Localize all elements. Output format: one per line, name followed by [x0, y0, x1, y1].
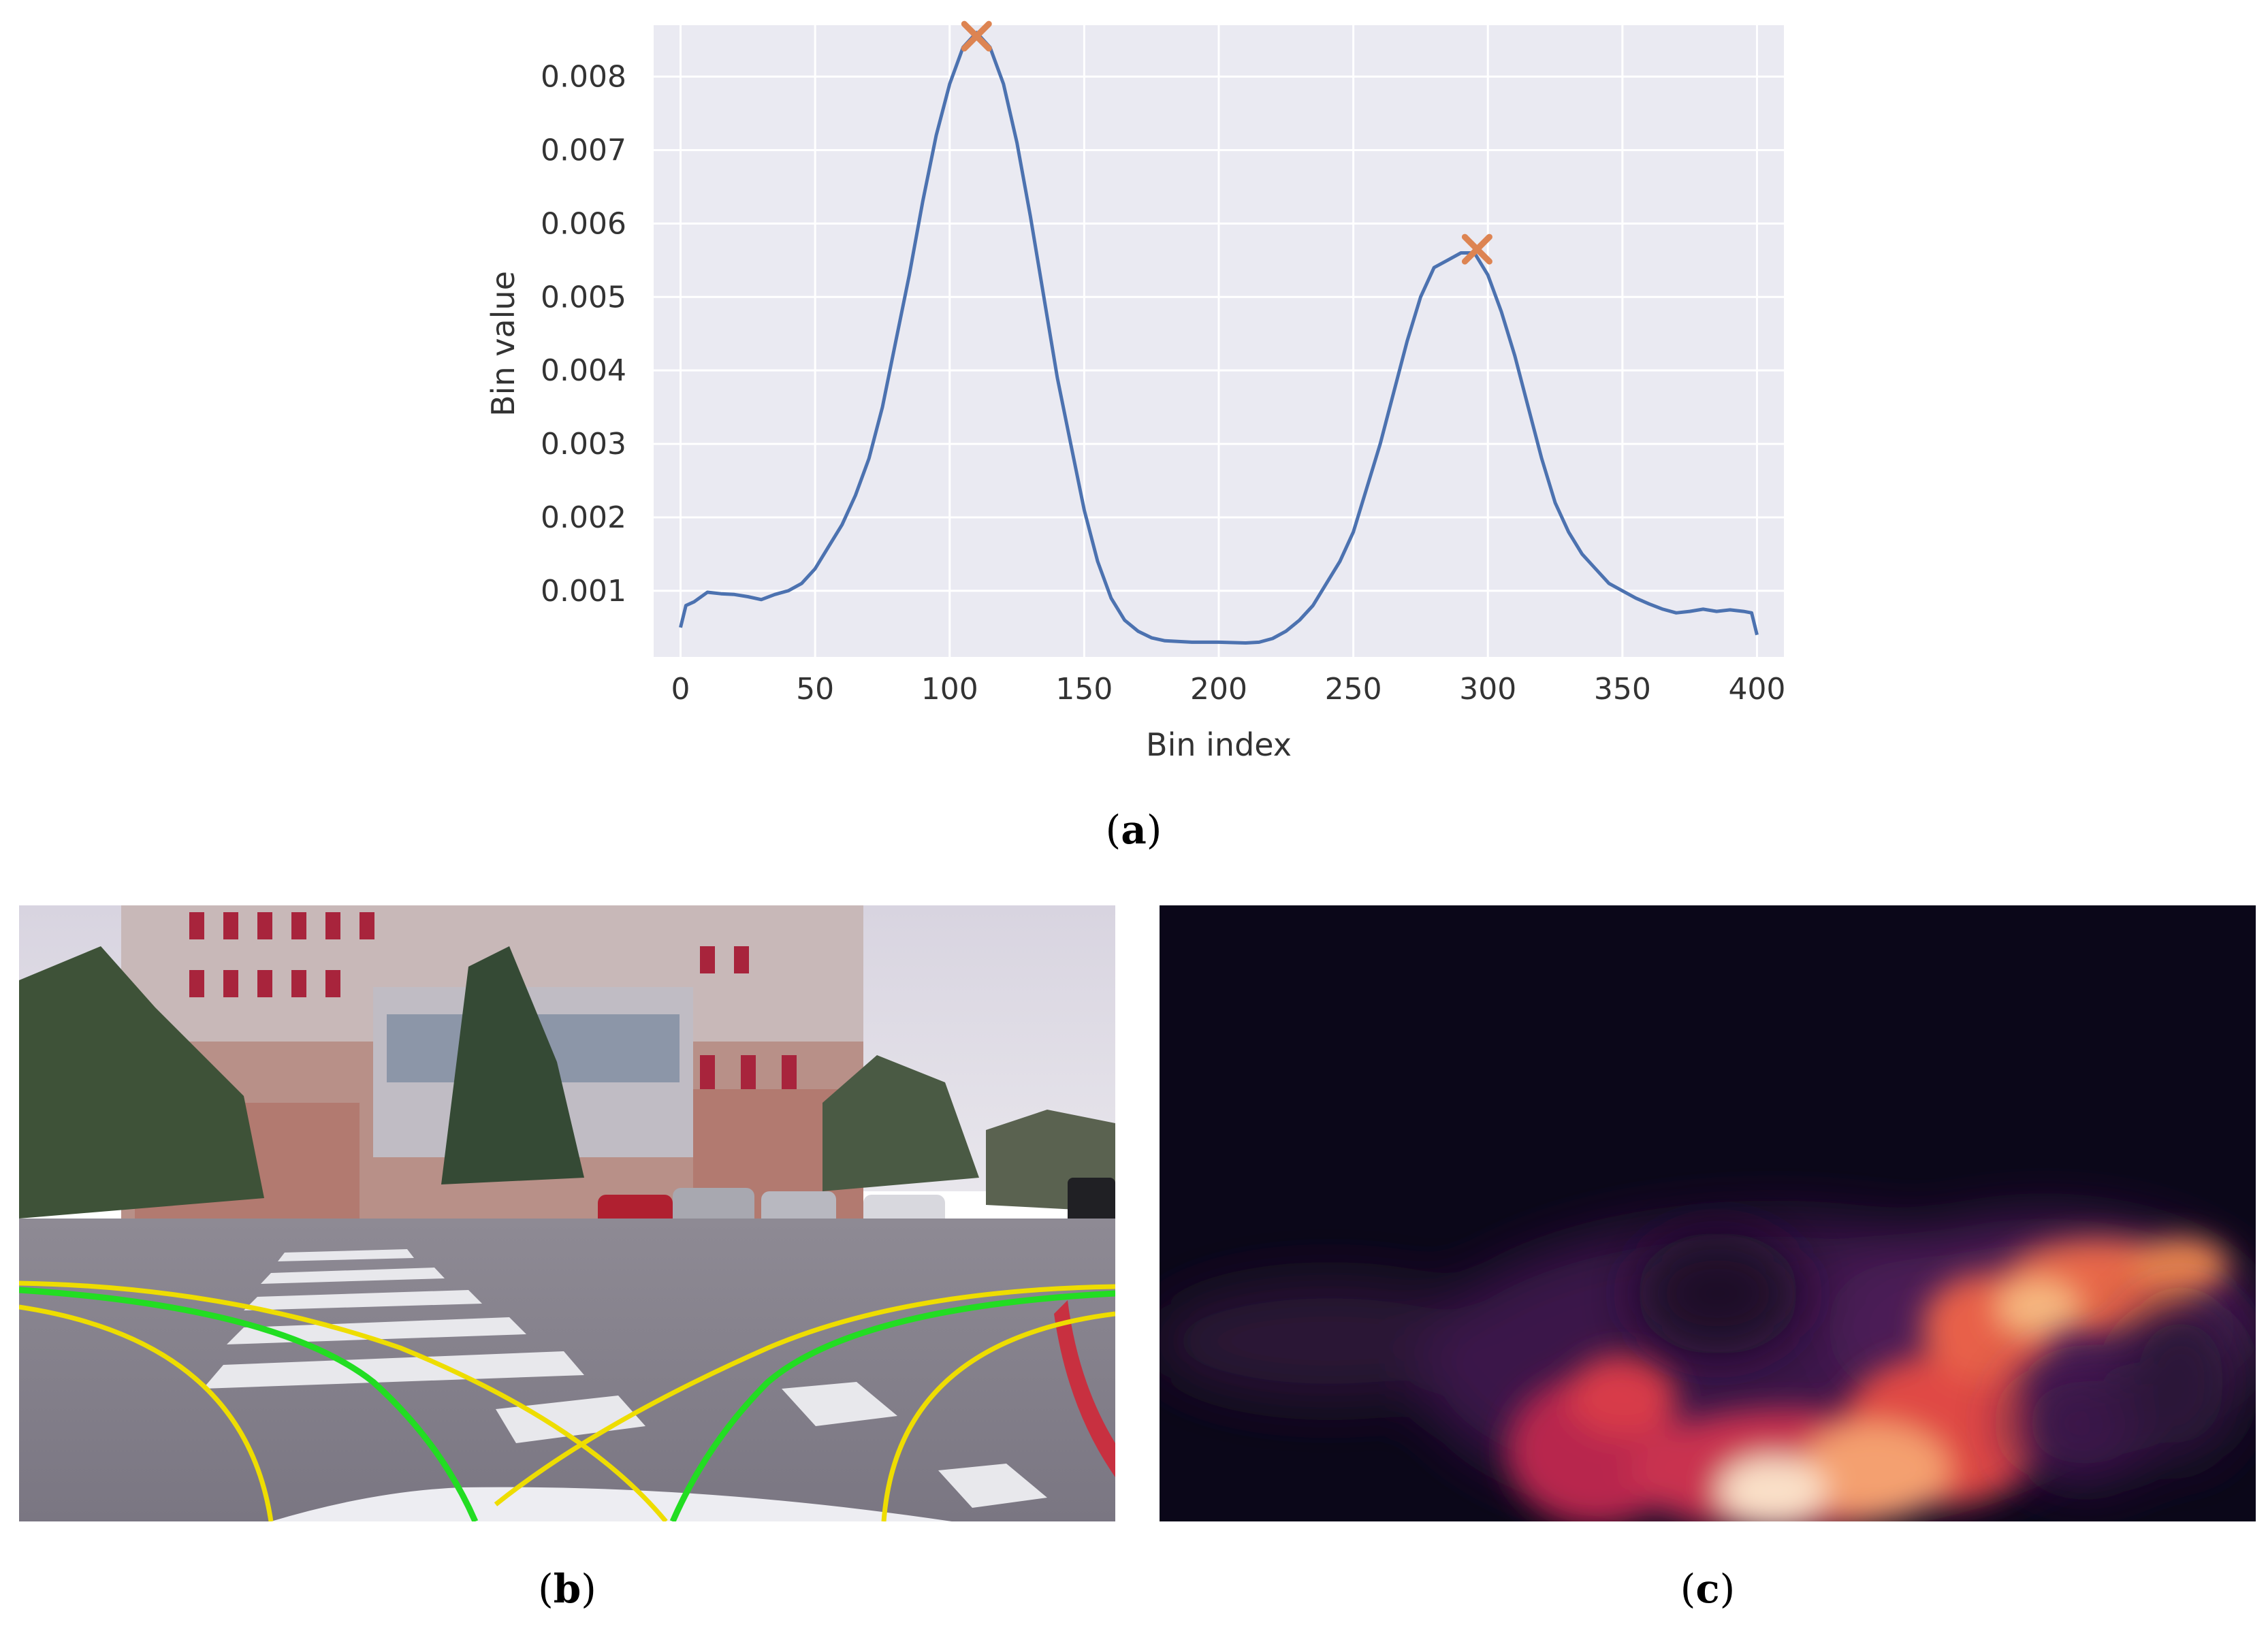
heat-shadows: [1636, 1232, 2242, 1484]
x-tick-label: 50: [796, 672, 834, 707]
caption-b: (b): [538, 1566, 596, 1612]
y-tick-label: 0.006: [541, 206, 626, 241]
x-tick-label: 100: [921, 672, 978, 707]
x-tick-labels: 0 50 100 150 200 250 300 350 400: [671, 672, 1786, 707]
x-tick-label: 150: [1055, 672, 1113, 707]
crosswalk: [203, 1249, 1047, 1508]
trees: [19, 946, 1115, 1219]
green-lane-left: [19, 1287, 479, 1521]
x-axis-label: Bin index: [1146, 726, 1292, 763]
y-tick-label: 0.005: [541, 280, 626, 314]
yellow-lane-4: [881, 1311, 1115, 1521]
x-tick-label: 350: [1594, 672, 1651, 707]
y-tick-label: 0.008: [541, 60, 626, 95]
series-line: [679, 31, 1759, 645]
road-scene-image: [19, 905, 1115, 1521]
lane-curves: [19, 1280, 1115, 1521]
y-tick-label: 0.001: [541, 574, 626, 609]
x-tick-label: 300: [1459, 672, 1516, 707]
x-tick-label: 0: [671, 672, 690, 707]
y-tick-label: 0.004: [541, 353, 626, 388]
yellow-lane-3: [19, 1304, 274, 1521]
heat-blobs-hot: [1507, 1239, 2229, 1521]
y-tick-label: 0.003: [541, 427, 626, 462]
peak-marker: [1461, 233, 1492, 265]
x-tick-label: 400: [1728, 672, 1785, 707]
grid-lines: [654, 25, 1784, 657]
curb: [1054, 1300, 1115, 1477]
heatmap-image: [1160, 905, 2256, 1521]
series-layer: [679, 31, 1759, 645]
yellow-lane-1: [19, 1280, 668, 1521]
x-tick-label: 200: [1190, 672, 1247, 707]
y-axis-label: Bin value: [485, 271, 522, 417]
y-tick-label: 0.002: [541, 500, 626, 535]
x-tick-label: 250: [1325, 672, 1382, 707]
caption-c: (c): [1680, 1566, 1736, 1612]
y-tick-labels: 0.001 0.002 0.003 0.004 0.005 0.006 0.007 0.008: [541, 60, 626, 609]
caption-a: (a): [1105, 807, 1162, 853]
peak-marker: [961, 20, 992, 52]
y-tick-label: 0.007: [541, 133, 626, 167]
yellow-lane-2: [494, 1284, 1115, 1506]
peak-markers: [961, 20, 1492, 265]
green-lane-right: [669, 1290, 1115, 1521]
histogram-chart: 0.001 0.002 0.003 0.004 0.005 0.006 0.007 0.008…: [485, 20, 1786, 763]
car-hood: [271, 1487, 952, 1521]
